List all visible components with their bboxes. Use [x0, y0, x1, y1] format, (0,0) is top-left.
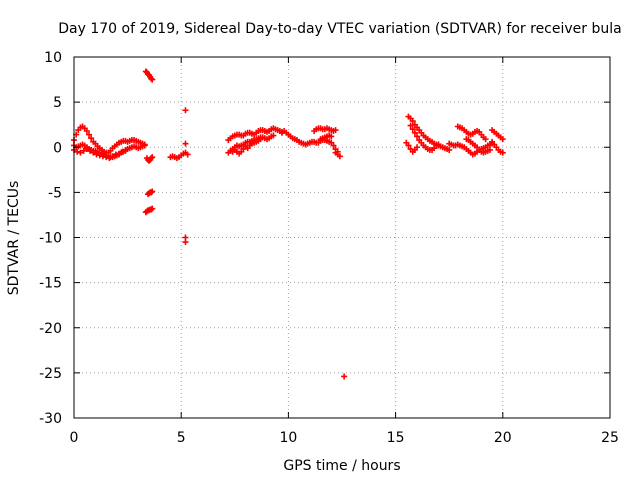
data-point: [409, 118, 416, 125]
data-point: [482, 136, 489, 143]
data-point: [87, 147, 94, 154]
tick-labels: 0 5 10 15 20 25 10 5 0 -5 -10 -15 -20 -25 -30: [39, 50, 619, 446]
data-point: [83, 128, 90, 135]
data-point: [148, 155, 155, 162]
data-point: [103, 154, 110, 161]
data-point: [409, 126, 416, 133]
data-point: [332, 127, 339, 134]
data-point: [149, 76, 156, 83]
data-point: [182, 239, 189, 246]
data-point: [270, 132, 277, 139]
grid-lines: [74, 57, 610, 418]
y-tick-label: -5: [48, 185, 62, 201]
data-point: [74, 148, 81, 155]
y-axis-label: SDTVAR / TECUs: [6, 181, 22, 296]
y-tick-label: 5: [53, 95, 62, 111]
data-point: [499, 149, 506, 156]
data-point: [435, 141, 442, 148]
data-point: [122, 147, 129, 154]
data-point: [184, 151, 191, 158]
data-point: [88, 135, 95, 142]
data-point: [336, 153, 343, 160]
data-point: [328, 133, 335, 140]
x-axis-label: GPS time / hours: [283, 458, 400, 474]
data-point: [182, 107, 189, 114]
data-point: [116, 150, 123, 157]
data-point: [148, 189, 155, 196]
x-tick-label: 0: [70, 430, 79, 446]
x-tick-label: 15: [387, 430, 405, 446]
data-point: [499, 136, 506, 143]
data-point: [141, 142, 148, 149]
data-point: [112, 151, 119, 158]
data-point: [149, 154, 156, 161]
data-point: [119, 148, 126, 155]
data-point: [93, 151, 100, 158]
data-point: [148, 206, 155, 213]
data-points: [71, 68, 506, 380]
plot-frame: [73, 56, 611, 419]
data-point: [486, 146, 493, 153]
y-tick-label: -15: [39, 276, 62, 292]
x-tick-label: 20: [494, 430, 512, 446]
data-point: [109, 153, 116, 160]
data-point: [149, 188, 156, 195]
data-point: [405, 142, 412, 149]
x-tick-label: 25: [601, 430, 619, 446]
y-tick-label: -25: [39, 366, 62, 382]
data-point: [257, 136, 264, 143]
data-point: [148, 75, 155, 82]
data-point: [182, 140, 189, 147]
y-tick-label: -10: [39, 231, 62, 247]
y-tick-label: -20: [39, 321, 62, 337]
data-point: [414, 133, 421, 140]
y-tick-label: 0: [53, 140, 62, 156]
data-point: [407, 122, 414, 129]
data-point: [149, 205, 156, 212]
data-point: [341, 373, 348, 380]
data-point: [411, 129, 418, 136]
data-point: [414, 144, 421, 151]
data-point: [83, 146, 90, 153]
data-point: [330, 142, 337, 149]
data-point: [86, 131, 93, 138]
data-point: [446, 146, 453, 153]
y-tick-label: 10: [44, 50, 62, 66]
data-point: [106, 155, 113, 162]
data-point: [99, 153, 106, 160]
data-point: [80, 147, 87, 154]
data-point: [77, 149, 84, 156]
x-tick-label: 5: [177, 430, 186, 446]
data-point: [90, 149, 97, 156]
y-tick-label: -30: [39, 411, 62, 427]
data-point: [96, 152, 103, 159]
x-tick-label: 10: [279, 430, 297, 446]
chart-title: Day 170 of 2019, Sidereal Day-to-day VTE…: [58, 21, 621, 37]
